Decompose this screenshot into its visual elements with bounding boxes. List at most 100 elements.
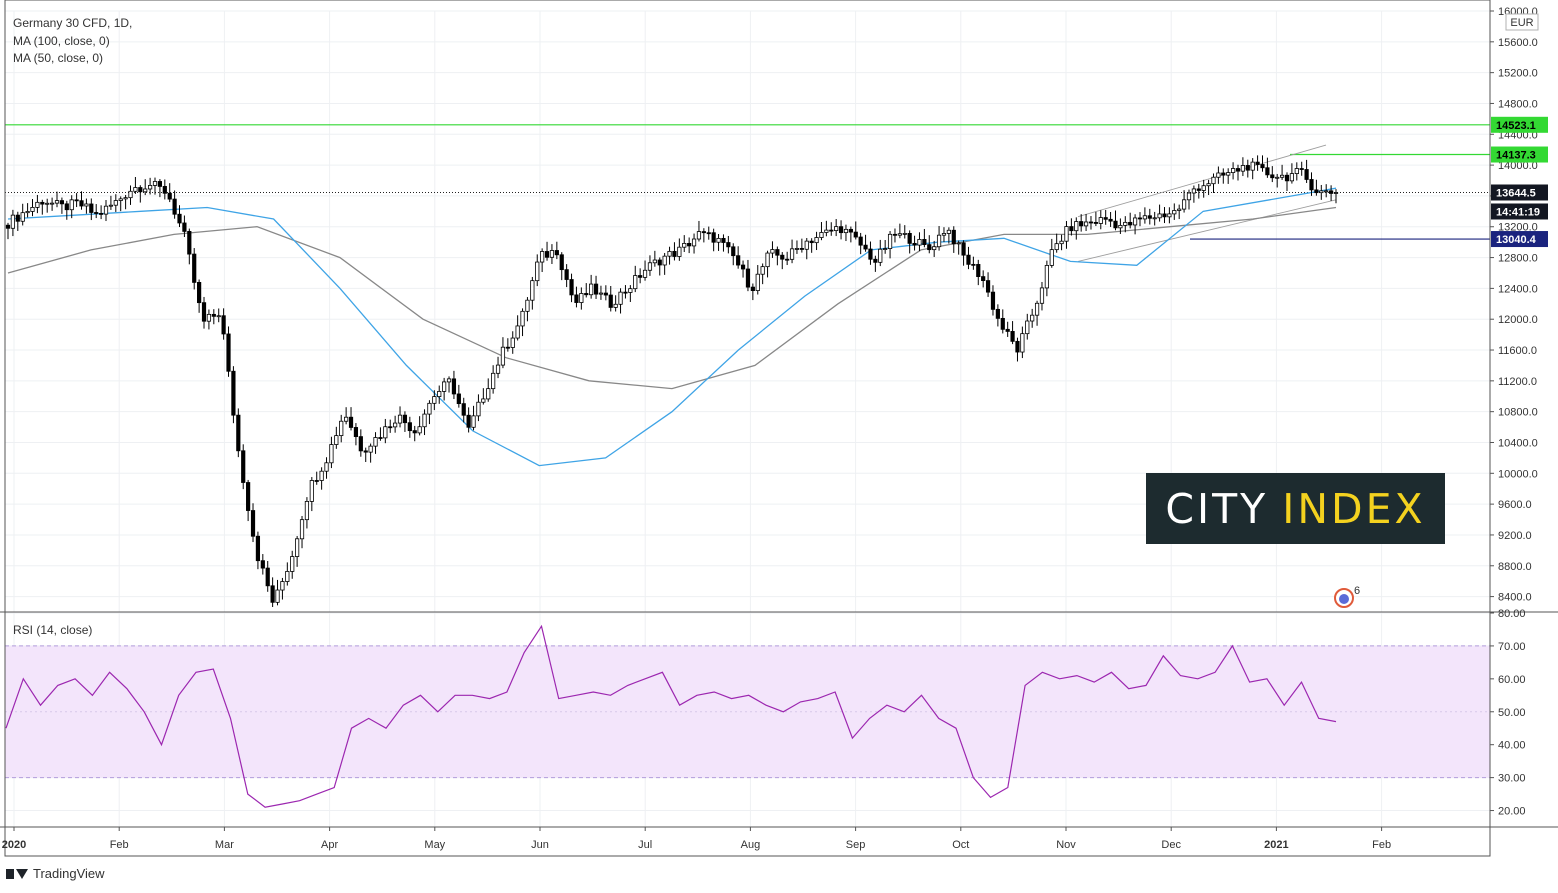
candle bbox=[868, 241, 873, 265]
candle bbox=[187, 228, 192, 265]
legend-ma100[interactable]: MA (100, close, 0) bbox=[13, 34, 110, 48]
candle bbox=[1172, 203, 1177, 220]
candle-body bbox=[1324, 190, 1329, 193]
candle-body bbox=[471, 415, 476, 428]
candle-body bbox=[946, 229, 951, 234]
candle-body bbox=[868, 248, 873, 260]
candle-body bbox=[201, 302, 207, 322]
candle-body bbox=[128, 190, 133, 199]
candle-body bbox=[1147, 215, 1152, 219]
trend-channel-line bbox=[1077, 144, 1327, 218]
candle-body bbox=[1226, 172, 1231, 176]
candle bbox=[353, 423, 359, 446]
candle bbox=[363, 447, 368, 462]
candle-body bbox=[760, 266, 765, 275]
tag-value: 14:41:19 bbox=[1496, 206, 1540, 218]
tag-background bbox=[1491, 184, 1548, 201]
legend-rsi[interactable]: RSI (14, close) bbox=[13, 623, 92, 637]
candle-body bbox=[530, 280, 535, 301]
candle bbox=[407, 416, 412, 438]
candle-body bbox=[1157, 213, 1162, 219]
candle-body bbox=[990, 291, 996, 310]
candle-body bbox=[682, 242, 687, 248]
price-axis[interactable]: 16000.015600.015200.014800.014400.014000… bbox=[1490, 6, 1538, 604]
candle bbox=[932, 240, 937, 257]
candle-body bbox=[216, 315, 221, 318]
candle-body bbox=[295, 538, 300, 557]
candle-body bbox=[912, 242, 917, 246]
currency-badge bbox=[1505, 13, 1539, 31]
price-tick-label: 12800.0 bbox=[1498, 253, 1538, 265]
candle-body bbox=[1230, 168, 1236, 173]
rsi-tick-label: 60.00 bbox=[1498, 674, 1526, 686]
candle-body bbox=[1167, 213, 1172, 218]
candle-body bbox=[422, 413, 427, 428]
candle-body bbox=[1186, 192, 1192, 201]
candle bbox=[745, 259, 751, 292]
candle-body bbox=[966, 254, 971, 265]
candle bbox=[319, 467, 324, 490]
legend-symbol[interactable]: Germany 30 CFD, 1D, bbox=[13, 16, 132, 30]
time-tick-label: Apr bbox=[321, 839, 338, 851]
candle bbox=[201, 296, 207, 329]
candle bbox=[966, 246, 971, 270]
tradingview-brand[interactable]: TradingView bbox=[6, 866, 105, 881]
candle bbox=[1069, 218, 1074, 236]
candle-body bbox=[579, 293, 584, 303]
candle-body bbox=[15, 214, 20, 222]
candle-body bbox=[113, 200, 118, 206]
candle-body bbox=[206, 313, 212, 322]
candle bbox=[1226, 168, 1231, 184]
candle-body bbox=[285, 571, 290, 582]
candle-body bbox=[687, 242, 692, 247]
candle-body bbox=[118, 198, 123, 201]
time-axis[interactable]: 2020 Feb Mar Apr May Jun Jul Aug Sep Oct Nov Dec 202… bbox=[2, 827, 1391, 851]
candle-body bbox=[1079, 221, 1084, 227]
candle bbox=[902, 225, 907, 239]
trend-channel-line bbox=[1077, 199, 1337, 262]
candle bbox=[148, 177, 153, 195]
candle-body bbox=[569, 279, 574, 296]
candle-body bbox=[652, 259, 657, 264]
candle bbox=[1289, 163, 1294, 184]
candle bbox=[138, 185, 143, 203]
candle bbox=[1284, 172, 1290, 192]
candle bbox=[549, 244, 555, 265]
candle bbox=[339, 414, 344, 443]
candle-body bbox=[574, 294, 579, 303]
candle-body bbox=[1108, 218, 1113, 222]
candle bbox=[696, 220, 702, 242]
rsi-tick-label: 30.00 bbox=[1498, 773, 1526, 785]
candle bbox=[437, 385, 442, 404]
candle bbox=[657, 257, 662, 276]
time-tick-label: Sep bbox=[846, 839, 866, 851]
legend-ma50[interactable]: MA (50, close, 0) bbox=[13, 51, 103, 65]
watermark-word-2: INDEX bbox=[1282, 484, 1426, 533]
candle bbox=[956, 240, 961, 255]
candle-body bbox=[437, 390, 442, 397]
candle bbox=[25, 203, 30, 218]
candle bbox=[461, 397, 466, 423]
candle-body bbox=[20, 212, 25, 222]
candle-body bbox=[402, 414, 408, 424]
candle bbox=[368, 443, 373, 463]
candle-body bbox=[466, 414, 471, 428]
candle-body bbox=[510, 337, 515, 348]
candle-body bbox=[1294, 168, 1299, 175]
candle-body bbox=[177, 213, 182, 224]
candle-body bbox=[515, 325, 520, 339]
candle bbox=[295, 536, 300, 567]
candle-body bbox=[1211, 176, 1216, 185]
candle-body bbox=[995, 308, 1000, 319]
candle bbox=[1270, 166, 1275, 183]
time-tick-label: 2021 bbox=[1264, 839, 1288, 851]
price-tick-label: 13200.0 bbox=[1498, 222, 1538, 234]
candle bbox=[976, 259, 981, 286]
candle bbox=[1299, 161, 1304, 176]
candle-body bbox=[814, 237, 819, 244]
candle bbox=[824, 220, 829, 237]
candle-body bbox=[981, 276, 986, 281]
candle-body bbox=[1162, 213, 1167, 218]
candle bbox=[451, 370, 457, 400]
resistance-2-tag: 14137.3 bbox=[1491, 146, 1548, 163]
